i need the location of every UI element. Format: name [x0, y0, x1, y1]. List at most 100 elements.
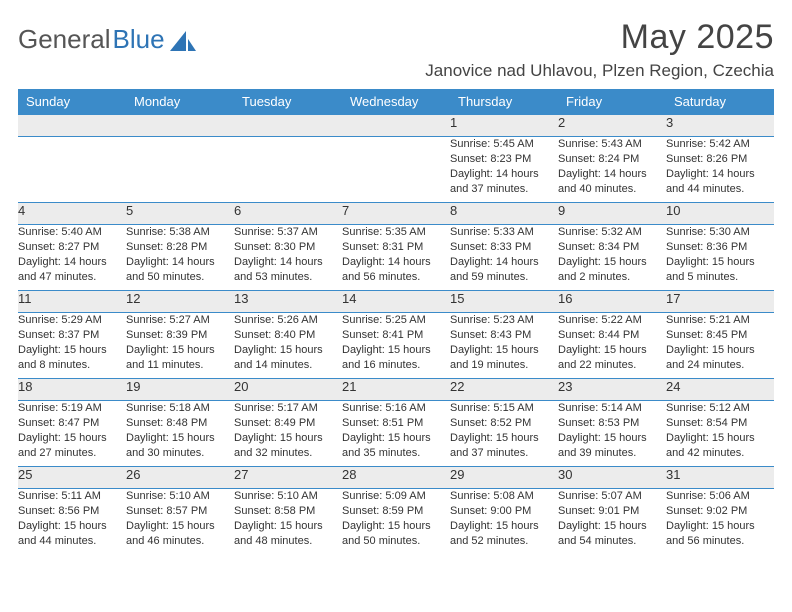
- day-number: 15: [450, 291, 464, 306]
- daylight-line: Daylight: 14 hours and 50 minutes.: [126, 255, 234, 285]
- sunset-line: Sunset: 8:24 PM: [558, 152, 666, 167]
- day-number-cell: 14: [342, 291, 450, 313]
- day-detail-cell: Sunrise: 5:21 AMSunset: 8:45 PMDaylight:…: [666, 313, 774, 379]
- day-detail-cell: Sunrise: 5:10 AMSunset: 8:57 PMDaylight:…: [126, 489, 234, 555]
- day-detail-cell: Sunrise: 5:23 AMSunset: 8:43 PMDaylight:…: [450, 313, 558, 379]
- sunrise-line: Sunrise: 5:18 AM: [126, 401, 234, 416]
- daylight-line: Daylight: 15 hours and 19 minutes.: [450, 343, 558, 373]
- day-detail-cell: Sunrise: 5:12 AMSunset: 8:54 PMDaylight:…: [666, 401, 774, 467]
- sunrise-line: Sunrise: 5:22 AM: [558, 313, 666, 328]
- day-number: 23: [558, 379, 572, 394]
- daylight-line: Daylight: 14 hours and 44 minutes.: [666, 167, 774, 197]
- sunset-line: Sunset: 8:34 PM: [558, 240, 666, 255]
- sunset-line: Sunset: 8:57 PM: [126, 504, 234, 519]
- sunset-line: Sunset: 8:36 PM: [666, 240, 774, 255]
- day-detail-cell: Sunrise: 5:45 AMSunset: 8:23 PMDaylight:…: [450, 137, 558, 203]
- day-number-cell: 6: [234, 203, 342, 225]
- day-detail-cell: Sunrise: 5:15 AMSunset: 8:52 PMDaylight:…: [450, 401, 558, 467]
- brand-logo: GeneralBlue: [18, 18, 196, 55]
- weekday-header: Thursday: [450, 89, 558, 115]
- sunset-line: Sunset: 8:33 PM: [450, 240, 558, 255]
- weekday-header: Saturday: [666, 89, 774, 115]
- day-number-cell: 10: [666, 203, 774, 225]
- brand-part1: General: [18, 24, 111, 55]
- sunset-line: Sunset: 8:41 PM: [342, 328, 450, 343]
- daylight-line: Daylight: 15 hours and 2 minutes.: [558, 255, 666, 285]
- day-number-cell: [342, 115, 450, 137]
- day-number-cell: 4: [18, 203, 126, 225]
- sunrise-line: Sunrise: 5:37 AM: [234, 225, 342, 240]
- sunrise-line: Sunrise: 5:40 AM: [18, 225, 126, 240]
- day-number: 8: [450, 203, 457, 218]
- day-number-cell: 13: [234, 291, 342, 313]
- day-detail-cell: Sunrise: 5:40 AMSunset: 8:27 PMDaylight:…: [18, 225, 126, 291]
- calendar-table: Sunday Monday Tuesday Wednesday Thursday…: [18, 89, 774, 555]
- sunrise-line: Sunrise: 5:10 AM: [126, 489, 234, 504]
- sunset-line: Sunset: 8:44 PM: [558, 328, 666, 343]
- day-detail-cell: Sunrise: 5:30 AMSunset: 8:36 PMDaylight:…: [666, 225, 774, 291]
- sunrise-line: Sunrise: 5:23 AM: [450, 313, 558, 328]
- sunset-line: Sunset: 8:56 PM: [18, 504, 126, 519]
- day-number-cell: 8: [450, 203, 558, 225]
- daynum-row: 45678910: [18, 203, 774, 225]
- sunrise-line: Sunrise: 5:38 AM: [126, 225, 234, 240]
- sunset-line: Sunset: 8:54 PM: [666, 416, 774, 431]
- day-detail-cell: Sunrise: 5:42 AMSunset: 8:26 PMDaylight:…: [666, 137, 774, 203]
- sunset-line: Sunset: 8:23 PM: [450, 152, 558, 167]
- page-header: GeneralBlue May 2025 Janovice nad Uhlavo…: [18, 18, 774, 87]
- day-number-cell: 2: [558, 115, 666, 137]
- day-detail-cell: Sunrise: 5:38 AMSunset: 8:28 PMDaylight:…: [126, 225, 234, 291]
- sunrise-line: Sunrise: 5:10 AM: [234, 489, 342, 504]
- sunrise-line: Sunrise: 5:26 AM: [234, 313, 342, 328]
- day-number: 19: [126, 379, 140, 394]
- sunrise-line: Sunrise: 5:35 AM: [342, 225, 450, 240]
- day-detail-cell: Sunrise: 5:06 AMSunset: 9:02 PMDaylight:…: [666, 489, 774, 555]
- day-number-cell: 21: [342, 379, 450, 401]
- day-detail-cell: [234, 137, 342, 203]
- day-number-cell: [234, 115, 342, 137]
- day-detail-cell: Sunrise: 5:18 AMSunset: 8:48 PMDaylight:…: [126, 401, 234, 467]
- month-title: May 2025: [425, 18, 774, 57]
- day-number: 2: [558, 115, 565, 130]
- day-number: 28: [342, 467, 356, 482]
- day-number: 12: [126, 291, 140, 306]
- day-number: 27: [234, 467, 248, 482]
- weekday-header: Wednesday: [342, 89, 450, 115]
- day-number: 16: [558, 291, 572, 306]
- sunset-line: Sunset: 8:45 PM: [666, 328, 774, 343]
- day-detail-cell: Sunrise: 5:22 AMSunset: 8:44 PMDaylight:…: [558, 313, 666, 379]
- daylight-line: Daylight: 15 hours and 52 minutes.: [450, 519, 558, 549]
- day-detail-cell: Sunrise: 5:19 AMSunset: 8:47 PMDaylight:…: [18, 401, 126, 467]
- sunset-line: Sunset: 8:43 PM: [450, 328, 558, 343]
- day-number: 20: [234, 379, 248, 394]
- daylight-line: Daylight: 15 hours and 32 minutes.: [234, 431, 342, 461]
- sunrise-line: Sunrise: 5:19 AM: [18, 401, 126, 416]
- daylight-line: Daylight: 15 hours and 5 minutes.: [666, 255, 774, 285]
- sunrise-line: Sunrise: 5:06 AM: [666, 489, 774, 504]
- day-number: 24: [666, 379, 680, 394]
- day-number-cell: 7: [342, 203, 450, 225]
- sunrise-line: Sunrise: 5:09 AM: [342, 489, 450, 504]
- weekday-header: Sunday: [18, 89, 126, 115]
- day-number: 17: [666, 291, 680, 306]
- daylight-line: Daylight: 15 hours and 16 minutes.: [342, 343, 450, 373]
- weekday-header: Friday: [558, 89, 666, 115]
- daylight-line: Daylight: 14 hours and 53 minutes.: [234, 255, 342, 285]
- sunset-line: Sunset: 8:48 PM: [126, 416, 234, 431]
- daylight-line: Daylight: 15 hours and 27 minutes.: [18, 431, 126, 461]
- day-number: 26: [126, 467, 140, 482]
- day-number-cell: 29: [450, 467, 558, 489]
- day-detail-cell: Sunrise: 5:17 AMSunset: 8:49 PMDaylight:…: [234, 401, 342, 467]
- day-detail-cell: Sunrise: 5:11 AMSunset: 8:56 PMDaylight:…: [18, 489, 126, 555]
- daylight-line: Daylight: 15 hours and 54 minutes.: [558, 519, 666, 549]
- day-number-cell: 25: [18, 467, 126, 489]
- sunset-line: Sunset: 8:37 PM: [18, 328, 126, 343]
- day-number-cell: 18: [18, 379, 126, 401]
- daylight-line: Daylight: 15 hours and 42 minutes.: [666, 431, 774, 461]
- day-number-cell: 30: [558, 467, 666, 489]
- daynum-row: 18192021222324: [18, 379, 774, 401]
- day-detail-cell: Sunrise: 5:09 AMSunset: 8:59 PMDaylight:…: [342, 489, 450, 555]
- day-number-cell: [18, 115, 126, 137]
- day-detail-cell: [126, 137, 234, 203]
- weekday-header: Monday: [126, 89, 234, 115]
